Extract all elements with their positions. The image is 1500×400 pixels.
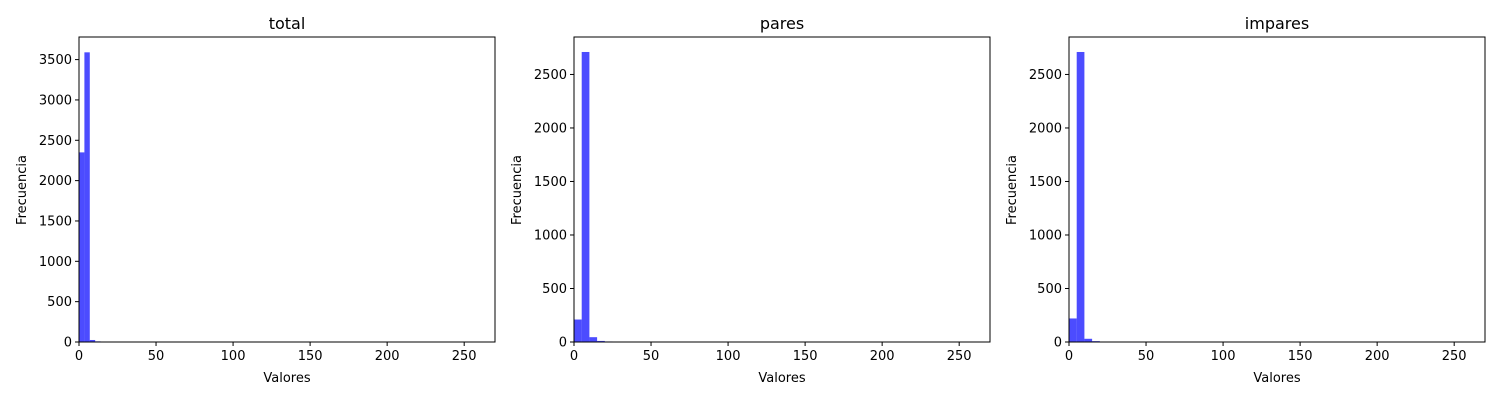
panel-pares-frame	[573, 36, 991, 343]
panel-pares-xtick-label-200: 200	[870, 349, 895, 364]
panel-total-xtick-label-100: 100	[221, 349, 246, 364]
panel-pares-yticks: 0 500 1000 1500 2000 2500	[534, 68, 574, 351]
panel-pares-xtick-label-250: 250	[947, 349, 972, 364]
panel-total-bar-0	[79, 152, 85, 342]
panel-pares-xlabel: Valores	[758, 371, 805, 386]
panel-pares-xticks: 0 50 100 150 200 250	[570, 342, 972, 364]
panel-impares-xtick-label-50: 50	[1138, 349, 1155, 364]
panel-total-xticks: 0 50 100 150 200 250	[75, 342, 477, 364]
panel-pares-xtick-label-50: 50	[643, 349, 660, 364]
panel-total-xtick-label-150: 150	[298, 349, 323, 364]
panel-pares-ytick-label-2500: 2500	[534, 68, 567, 83]
panel-impares-bar-1	[1076, 51, 1085, 343]
panel-impares-xtick-label-150: 150	[1288, 349, 1313, 364]
panel-total-xtick-label-200: 200	[375, 349, 400, 364]
panel-pares-ytick-label-1500: 1500	[534, 175, 567, 190]
panel-impares-xtick-label-0: 0	[1065, 349, 1073, 364]
panel-impares-yticks: 0 500 1000 1500 2000 2500	[1029, 68, 1069, 351]
panel-total-bar-2	[89, 339, 96, 342]
panel-impares-xticks: 0 50 100 150 200 250	[1065, 342, 1467, 364]
panel-total-frame	[78, 36, 496, 343]
panel-total-xtick-label-250: 250	[452, 349, 477, 364]
panel-total-xlabel: Valores	[263, 371, 310, 386]
panel-total-ytick-label-500: 500	[47, 295, 72, 310]
panel-pares-bar-3	[597, 340, 605, 342]
panel-impares: 0 50 100 150 200 250 0 500 1000 1500 2000 2500 imp…	[1005, 14, 1486, 386]
panel-total-ytick-label-1000: 1000	[39, 255, 72, 270]
panel-pares-ytick-label-500: 500	[542, 282, 567, 297]
panel-total-bar-1	[84, 52, 90, 342]
panel-impares-ytick-label-500: 500	[1037, 282, 1062, 297]
panel-pares-xtick-label-150: 150	[793, 349, 818, 364]
panel-total-ytick-label-3500: 3500	[39, 53, 72, 68]
panel-pares-xtick-label-0: 0	[570, 349, 578, 364]
panel-impares-ytick-label-2500: 2500	[1029, 68, 1062, 83]
panel-impares-ytick-label-1500: 1500	[1029, 175, 1062, 190]
panel-impares-ytick-label-0: 0	[1054, 336, 1062, 351]
panel-impares-bar-2	[1084, 338, 1093, 342]
panel-total-ytick-label-1500: 1500	[39, 214, 72, 229]
panel-pares-title: pares	[760, 14, 804, 33]
panel-impares-xtick-label-250: 250	[1442, 349, 1467, 364]
panel-pares: 0 50 100 150 200 250 0 500 1000 1500 2000 2500 par…	[510, 14, 991, 386]
panel-total: 0 50 100 150 200 250 0 500 1000 1500 2000 2500 3000…	[15, 14, 496, 386]
panel-impares-ylabel: Frecuencia	[1005, 155, 1020, 225]
panel-pares-bar-0	[574, 319, 582, 342]
panel-impares-ytick-label-2000: 2000	[1029, 121, 1062, 136]
panel-total-ytick-label-0: 0	[64, 336, 72, 351]
panel-total-ytick-label-3000: 3000	[39, 93, 72, 108]
panel-pares-bar-1	[581, 51, 590, 343]
panel-pares-ytick-label-1000: 1000	[534, 228, 567, 243]
panel-impares-frame	[1068, 36, 1486, 343]
panel-impares-xtick-label-200: 200	[1365, 349, 1390, 364]
panel-impares-title: impares	[1245, 14, 1309, 33]
panel-total-yticks: 0 500 1000 1500 2000 2500 3000 3500	[39, 53, 79, 351]
panel-total-ytick-label-2000: 2000	[39, 174, 72, 189]
panel-pares-ylabel: Frecuencia	[510, 155, 525, 225]
panel-pares-ytick-label-2000: 2000	[534, 121, 567, 136]
panel-total-ytick-label-2500: 2500	[39, 134, 72, 149]
panel-total-xtick-label-0: 0	[75, 349, 83, 364]
panel-pares-ytick-label-0: 0	[559, 336, 567, 351]
panel-impares-ytick-label-1000: 1000	[1029, 228, 1062, 243]
panel-impares-xlabel: Valores	[1253, 371, 1300, 386]
panel-pares-bar-2	[589, 337, 598, 342]
panel-total-ylabel: Frecuencia	[15, 155, 30, 225]
panel-pares-xtick-label-100: 100	[716, 349, 741, 364]
panel-impares-bar-0	[1069, 318, 1077, 342]
panel-total-title: total	[269, 14, 306, 33]
panel-total-xtick-label-50: 50	[148, 349, 165, 364]
panel-impares-xtick-label-100: 100	[1211, 349, 1236, 364]
